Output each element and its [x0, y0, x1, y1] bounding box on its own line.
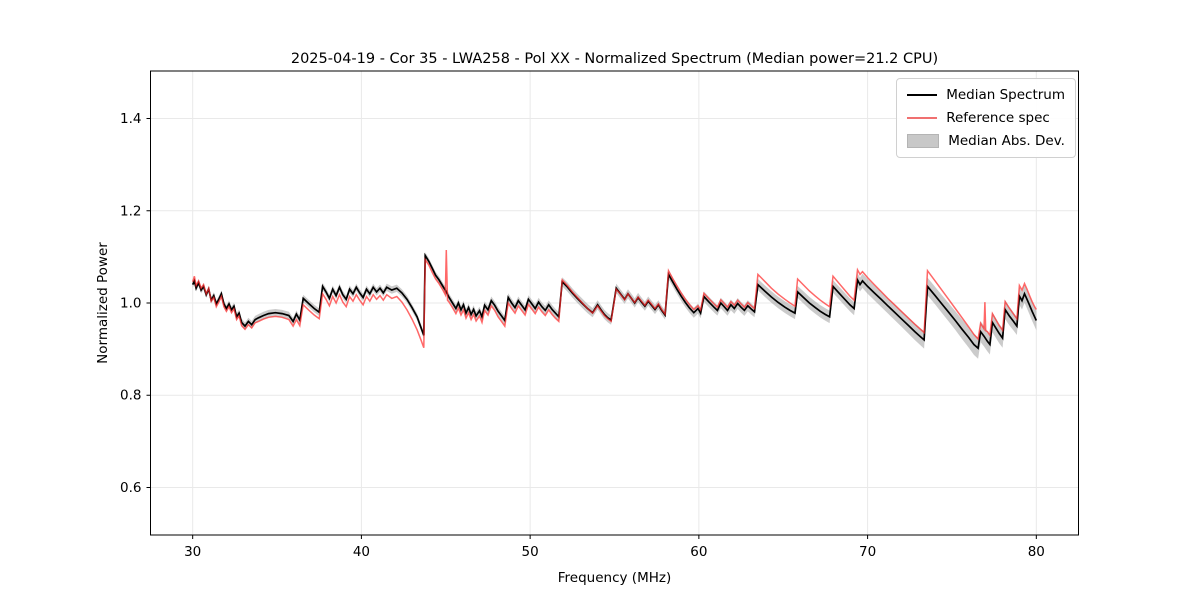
legend-label: Median Abs. Dev. — [948, 133, 1065, 149]
mad-patch-swatch — [907, 134, 940, 148]
svg-text:0.8: 0.8 — [120, 388, 141, 404]
reference-spec-line-swatch — [907, 117, 938, 119]
axis-ticks — [146, 118, 1037, 539]
legend-item-median-spectrum: Median Spectrum — [907, 87, 1065, 103]
median-spectrum-line — [191, 252, 1038, 350]
svg-text:1.4: 1.4 — [120, 111, 141, 127]
legend: Median Spectrum Reference spec Median Ab… — [896, 78, 1076, 158]
svg-text:0.6: 0.6 — [120, 480, 141, 496]
chart-title: 2025-04-19 - Cor 35 - LWA258 - Pol XX - … — [291, 51, 938, 67]
svg-text:40: 40 — [353, 544, 370, 560]
svg-text:1.0: 1.0 — [120, 296, 141, 312]
svg-text:50: 50 — [522, 544, 539, 560]
svg-text:80: 80 — [1028, 544, 1045, 560]
axis-tick-labels: 30 40 50 60 70 80 0.6 0.8 1.0 1.2 1.4 — [120, 111, 1045, 560]
svg-text:30: 30 — [184, 544, 201, 560]
median-spectrum-line-swatch — [907, 94, 938, 96]
svg-text:1.2: 1.2 — [120, 203, 141, 219]
svg-text:70: 70 — [859, 544, 876, 560]
legend-label: Reference spec — [946, 110, 1050, 126]
legend-item-reference-spec: Reference spec — [907, 110, 1065, 126]
reference-spec-line — [191, 249, 1037, 348]
y-axis-label: Normalized Power — [95, 242, 111, 364]
legend-label: Median Spectrum — [946, 87, 1065, 103]
svg-text:60: 60 — [690, 544, 707, 560]
legend-item-median-abs-dev: Median Abs. Dev. — [907, 133, 1065, 149]
x-axis-label: Frequency (MHz) — [558, 570, 671, 586]
